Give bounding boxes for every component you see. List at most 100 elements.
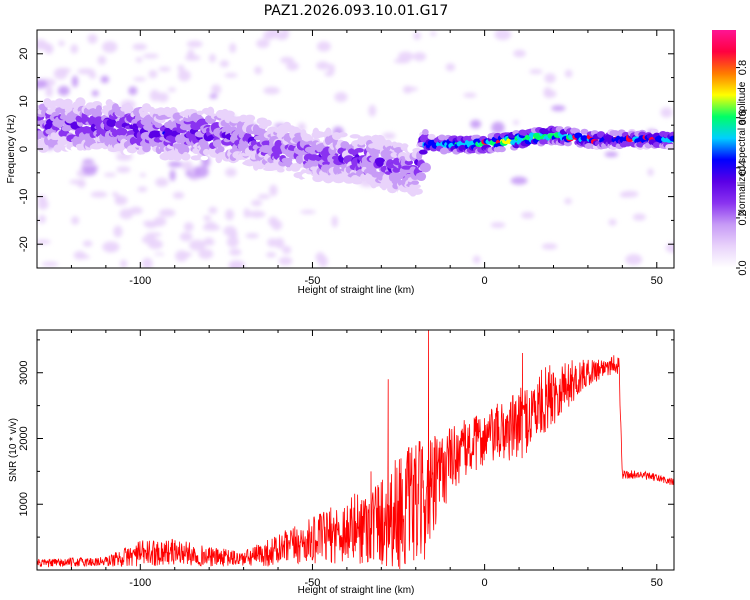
spectrogram-ridge-cell [122, 104, 134, 113]
spectrogram-ridge-cell [427, 133, 436, 140]
spectrogram-cell [470, 119, 482, 129]
spectrogram-cell [179, 232, 193, 242]
spectrogram-cell [120, 259, 128, 268]
spectrogram-cell [224, 73, 238, 78]
spectrogram-ridge-cell [422, 128, 429, 136]
spectrogram-cell [159, 208, 176, 217]
spectrogram-cell [632, 213, 646, 221]
spectrogram-cell [368, 104, 377, 117]
colorbar-ticks: 0.0 0.2 0.4 0.6 0.8 [736, 60, 749, 276]
spectrogram-cell [77, 68, 95, 75]
spectrogram-cell [226, 236, 239, 248]
spectrogram-cell [430, 31, 437, 37]
spectrogram-cell [286, 61, 299, 71]
spectrogram-cell [129, 206, 143, 215]
snr-xtick-label: 50 [651, 577, 663, 589]
spectrogram-cell [155, 254, 163, 266]
spectrogram-cell [334, 92, 348, 103]
spectrogram-cell [521, 211, 535, 219]
spectrogram-cell [208, 206, 218, 214]
spectrogram-cell [551, 105, 566, 112]
spectrogram-cell [209, 93, 218, 99]
spectrogram-cell [37, 39, 48, 50]
snr-xlabel: Height of straight line (km) [298, 585, 415, 596]
spectrogram-cell [141, 257, 153, 268]
spectrogram-ridge-cell [611, 130, 620, 137]
spectrogram-ridge-cell [322, 161, 331, 166]
spectrogram-cell [139, 172, 147, 178]
spectrogram-cell [107, 246, 116, 252]
spectrogram-ylabel: Frequency (Hz) [6, 115, 17, 184]
spectrogram-cell [132, 43, 148, 51]
spectrogram-ridge-cell [419, 149, 428, 155]
spectrogram-cell [45, 85, 53, 98]
spectrogram-cell [203, 237, 215, 246]
colorbar-tick-label: 0.8 [737, 60, 749, 75]
spectrogram-cell [536, 254, 550, 261]
snr-xtick-label: 0 [482, 577, 488, 589]
spectrogram-cell [512, 119, 520, 125]
colorbar-tick-label: 0.6 [737, 110, 749, 125]
spectrogram-cell [113, 225, 123, 238]
spectrogram-ridge-cell [359, 175, 367, 182]
spectrogram-ridge-cell [116, 127, 128, 137]
spectrogram-cell [316, 41, 331, 52]
spectrogram-cell [564, 69, 573, 78]
spectrogram-cell [564, 198, 572, 205]
spectrogram-ridge-cell [669, 135, 674, 142]
spectrogram-cell [169, 169, 176, 182]
spectrogram-cell [203, 215, 212, 221]
spectrogram-cell [300, 209, 316, 215]
spectrogram-ridge-cell [292, 128, 302, 133]
snr-xtick-label: -100 [129, 577, 151, 589]
spectrogram-cell [229, 43, 237, 54]
spectrogram-ridge-cell [37, 143, 49, 153]
spectrogram-cell [78, 254, 91, 259]
spectrogram-cell [172, 191, 185, 199]
spectrogram-cell [274, 237, 285, 249]
spectrogram-ridge-cell [314, 131, 326, 138]
spectrogram-ytick-label: 10 [18, 95, 30, 107]
spectrogram-ridge-cell [200, 155, 209, 161]
spectrogram-xtick-label: -100 [129, 275, 151, 287]
spectrogram-cell [393, 58, 411, 64]
spectrogram-ridge-cell [349, 134, 361, 139]
spectrogram-cell [245, 233, 259, 239]
spectrogram-cell [70, 44, 79, 54]
spectrogram-ridge-cell [206, 106, 215, 116]
spectrogram-cell [57, 85, 70, 96]
spectrogram-ridge-cell [264, 119, 272, 127]
spectrogram-cell [53, 68, 68, 80]
spectrogram-cell [316, 61, 330, 70]
spectrogram-cell [212, 235, 225, 243]
spectrogram-cell [177, 69, 191, 82]
spectrogram-ridge-cell [70, 146, 78, 151]
spectrogram-ridge-cell [217, 145, 225, 153]
colorbar-tick-label: 0.4 [737, 160, 749, 175]
spectrogram-cells [37, 30, 674, 268]
spectrogram-cell [184, 54, 201, 61]
spectrogram-cell [87, 33, 98, 44]
spectrogram-ytick-label: -10 [18, 189, 30, 205]
spectrogram-ytick-label: -20 [18, 236, 30, 252]
spectrogram-ridge-cell [411, 188, 423, 195]
spectrogram-ridge-cell [106, 118, 117, 128]
spectrogram-cell [100, 75, 110, 84]
spectrogram-cell [211, 84, 222, 95]
colorbar-tick-label: 0.0 [737, 260, 749, 275]
snr-series [37, 330, 674, 570]
spectrogram-xtick-label: -50 [305, 275, 321, 287]
spectrogram-cell [92, 180, 101, 187]
spectrogram-cell [177, 64, 185, 72]
spectrogram-cell [257, 194, 271, 200]
snr-line [37, 330, 674, 570]
spectrogram-cell [158, 66, 171, 72]
spectrogram-cell [403, 85, 413, 94]
spectrogram-ridge-cell [497, 146, 506, 153]
spectrogram-ridge-cell [411, 180, 420, 185]
spectrogram-ridge-cell [392, 167, 401, 173]
spectrogram-cell [256, 38, 270, 49]
spectrogram-cell [513, 49, 526, 58]
